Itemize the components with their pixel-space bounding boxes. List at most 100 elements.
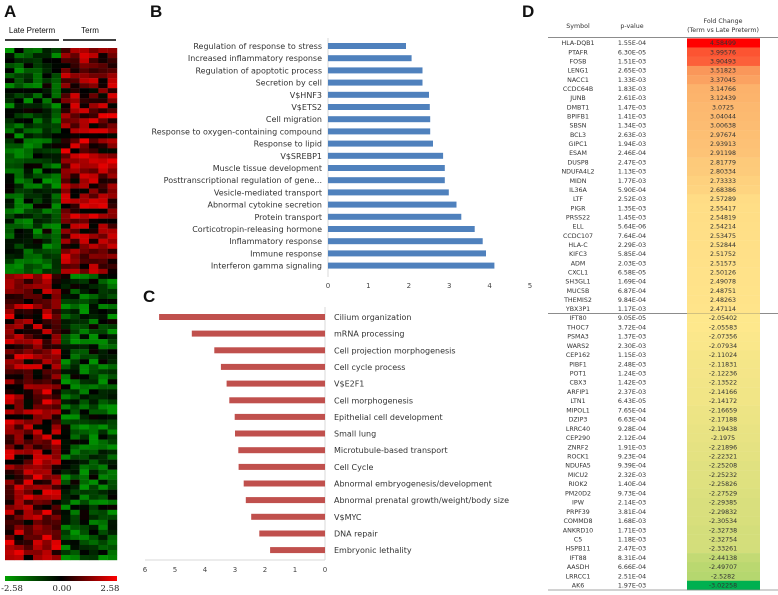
heatmap-cell [51,314,62,320]
bar [229,397,325,404]
heatmap-cell [61,258,71,265]
heatmap-cell [98,459,108,465]
heatmap-cell [33,369,43,375]
heatmap-cell [5,319,15,325]
panel-label-a: A [4,2,16,21]
fold-change-cell [687,139,760,149]
fold-change-value: 2.51573 [710,260,736,267]
heatmap-cell [23,113,34,119]
heatmap-cell [61,504,71,510]
heatmap-cell [79,68,90,74]
heatmap-cell [14,434,24,440]
fold-change-cell [687,258,760,268]
heatmap-cell [79,298,90,305]
heatmap-cell [42,484,52,490]
heatmap-cell [61,454,71,460]
heatmap-cell [61,238,71,244]
heatmap-cell [51,163,62,169]
heatmap-cell [89,188,99,194]
heatmap-cell [61,479,71,485]
symbol-cell: PIBF1 [569,361,587,368]
heatmap-cell [70,329,80,335]
heatmap-cell [98,399,108,405]
heatmap-cell [79,514,90,521]
fold-change-value: -2.25232 [709,472,737,479]
category-label: V$HNF3 [290,91,322,100]
heatmap-cell [42,153,52,159]
heatmap-cell [61,113,71,119]
heatmap-panel: Late Preterm Term -2.58 0.00 2.58 [1,26,119,594]
heatmap-cell [61,223,71,229]
heatmap-cell [98,223,108,229]
heatmap-cell [42,554,52,561]
symbol-cell: JUNB [569,95,586,102]
fold-change-value: 2.93913 [710,141,736,148]
pvalue-cell: 1.35E-03 [618,205,646,212]
heatmap-cell [107,123,118,129]
heatmap-cell [79,389,90,395]
heatmap-cell [107,218,118,224]
heatmap-cell [51,514,62,521]
heatmap-cell [42,454,52,460]
table-row: CEP290 2.12E-04 -2.1975 [566,433,760,443]
fold-change-value: 2.91198 [710,150,736,157]
heatmap-cell [51,113,62,119]
heatmap-cell [23,58,34,64]
heatmap-cell [51,429,62,435]
x-tick-label: 4 [487,282,492,290]
bar [259,530,325,537]
heatmap-cell [51,319,62,325]
heatmap-cell [98,514,108,521]
heatmap-cell [23,419,34,425]
heatmap-cell [70,514,80,521]
heatmap-cell [79,444,90,450]
heatmap-cell [42,449,52,455]
heatmap-cell [79,108,90,114]
heatmap-cell [98,173,108,179]
heatmap-cell [5,133,15,139]
heatmap-cell [79,404,90,410]
heatmap-cell [107,389,118,395]
x-tick-label: 0 [323,566,327,574]
pvalue-cell: 7.65E-04 [618,407,646,414]
heatmap-cell [23,384,34,390]
heatmap-cell [23,534,34,541]
fold-change-value: -2.32738 [709,527,737,534]
header-fold-change-sub: (Term vs Late Preterm) [687,27,759,34]
table-row: JUNB 2.61E-03 3.12439 [569,93,760,103]
heatmap-cell [14,399,24,405]
heatmap-cell [42,123,52,129]
bar [191,330,325,337]
heatmap-cell [14,168,24,174]
heatmap-cell [5,48,15,54]
heatmap-cell [61,108,71,114]
heatmap-cell [14,534,24,541]
heatmap-cell [51,469,62,475]
heatmap-cell [107,248,118,254]
symbol-cell: ESAM [569,150,587,157]
x-tick-label: 4 [203,566,208,574]
fold-change-value: -2.21896 [709,444,737,451]
fold-change-value: 3.12439 [710,95,736,102]
symbol-cell: MICU2 [568,472,588,479]
heatmap-cell [5,268,15,275]
fold-change-value: -2.07356 [709,334,737,341]
heatmap-cell [42,113,52,119]
heatmap-cell [61,283,71,290]
heatmap-cell [61,379,71,385]
heatmap-cell [14,163,24,169]
heatmap-cell [89,324,99,330]
heatmap-cell [23,138,34,144]
heatmap-cell [98,278,108,285]
heatmap-cell [89,148,99,154]
pvalue-cell: 2.51E-04 [618,573,646,580]
table-row: PIBF1 2.48E-03 -2.11831 [569,359,760,369]
heatmap-cell [14,464,24,470]
heatmap-cell [5,138,15,144]
heatmap-cell [42,278,52,285]
fold-change-cell [687,341,760,351]
heatmap-cell [23,554,34,561]
heatmap-cell [79,233,90,239]
symbol-cell: IFT80 [569,315,586,322]
